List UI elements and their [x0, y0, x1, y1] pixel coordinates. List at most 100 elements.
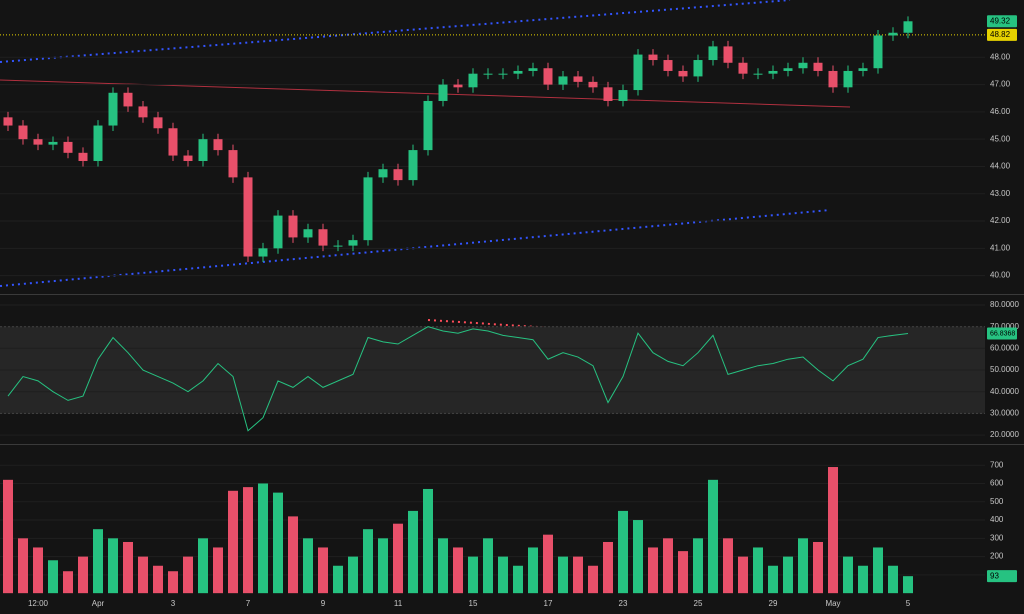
candle-body [288, 215, 298, 238]
volume-bar [633, 520, 643, 594]
candle-body [663, 60, 673, 71]
candle-body [693, 60, 703, 77]
candle-body [93, 125, 103, 162]
candle-body [108, 92, 118, 126]
volume-bar [153, 565, 163, 594]
candle-body [78, 152, 88, 162]
candle-body [888, 32, 898, 36]
candle-body [618, 90, 628, 101]
volume-bar [318, 547, 328, 594]
volume-bar [48, 560, 58, 594]
x-tick-label: 9 [321, 599, 326, 608]
volume-bar [648, 547, 658, 594]
candle-body [873, 35, 883, 69]
y-tick-label: 70.0000 [990, 322, 1019, 331]
candle-body [753, 73, 763, 75]
x-tick-label: 11 [394, 599, 403, 608]
y-tick-label: 600 [990, 479, 1004, 488]
y-tick-label: 400 [990, 515, 1004, 524]
candle-body [843, 70, 853, 88]
candle-body [243, 177, 253, 257]
volume-bar [198, 538, 208, 594]
candle-body [423, 100, 433, 151]
candle-body [813, 62, 823, 71]
price-tag: 66.8368 [990, 330, 1015, 337]
volume-bar [288, 516, 298, 594]
volume-bar [378, 538, 388, 594]
volume-bar [138, 556, 148, 594]
candle-body [588, 81, 598, 88]
candle-body [633, 54, 643, 91]
volume-bar [18, 538, 28, 594]
volume-bar [573, 556, 583, 594]
volume-bar [888, 565, 898, 594]
volume-bar [618, 510, 628, 594]
volume-bar [783, 556, 793, 594]
volume-bar [813, 541, 823, 594]
candle-body [708, 46, 718, 61]
volume-bar [363, 529, 373, 594]
volume-bar [408, 510, 418, 594]
candle-body [213, 139, 223, 151]
x-tick-label: 5 [906, 599, 911, 608]
volume-bar [228, 490, 238, 594]
candle-body [543, 68, 553, 85]
candle-body [303, 229, 313, 238]
volume-bar [528, 547, 538, 594]
y-tick-label: 40.0000 [990, 387, 1019, 396]
candle-body [573, 76, 583, 82]
candle-body [258, 248, 268, 257]
volume-bar [3, 479, 13, 594]
candle-body [378, 169, 388, 178]
x-tick-label: May [825, 599, 840, 608]
candle-body [48, 141, 58, 145]
volume-bar [108, 538, 118, 594]
volume-bar [738, 556, 748, 594]
volume-bar [693, 538, 703, 594]
volume-bar [483, 538, 493, 594]
candle-body [408, 150, 418, 181]
trend-line [0, 209, 831, 287]
y-tick-label: 60.0000 [990, 343, 1019, 352]
price-tag-bg [987, 28, 1017, 41]
candle-body [783, 68, 793, 71]
candle-body [123, 92, 133, 107]
volume-bar [123, 541, 133, 594]
volume-bar [498, 556, 508, 594]
x-tick-label: 29 [769, 599, 778, 608]
candle-body [318, 229, 328, 246]
volume-bar [753, 547, 763, 594]
volume-bar [273, 492, 283, 594]
x-tick-label: 3 [171, 599, 176, 608]
candle-body [198, 139, 208, 162]
x-tick-label: 25 [694, 599, 703, 608]
volume-bar [903, 576, 913, 594]
candle-body [348, 240, 358, 246]
candle-body [33, 139, 43, 145]
candle-body [903, 21, 913, 33]
candle-body [768, 70, 778, 74]
price-tag: 49.32 [990, 16, 1011, 25]
volume-bar [423, 488, 433, 594]
candle-body [558, 76, 568, 85]
candle-body [153, 117, 163, 129]
candle-body [483, 73, 493, 75]
y-tick-label: 500 [990, 497, 1004, 506]
y-tick-label: 30.0000 [990, 408, 1019, 417]
volume-bar [243, 487, 253, 594]
candle-body [513, 70, 523, 74]
candle-body [363, 177, 373, 241]
volume-bar [723, 538, 733, 594]
candle-body [648, 54, 658, 61]
y-tick-label: 40.00 [990, 271, 1011, 280]
candle-body [738, 62, 748, 74]
candle-body [168, 128, 178, 156]
candle-body [18, 125, 28, 140]
candle-body [393, 169, 403, 181]
volume-bar [828, 467, 838, 594]
volume-bar [303, 538, 313, 594]
volume-bar [258, 483, 268, 594]
candle-body [183, 155, 193, 162]
candle-body [228, 150, 238, 178]
